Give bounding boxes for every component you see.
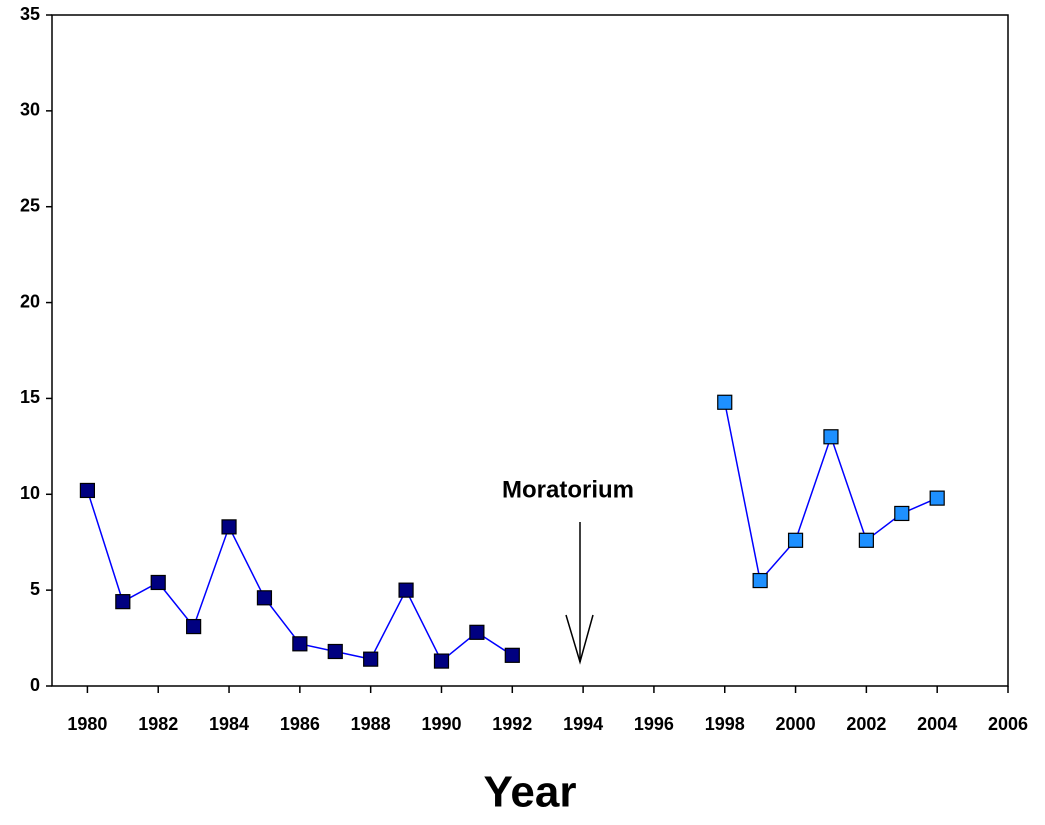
marker [717,394,733,410]
marker [79,482,96,499]
series-line [724,402,938,583]
marker [256,590,273,606]
y-tick-label: 5 [30,579,40,599]
x-tick-label: 1990 [421,714,461,734]
x-tick-label: 1980 [67,714,107,734]
x-tick-label: 2004 [917,714,957,734]
y-tick-label: 35 [20,4,40,24]
x-tick-label: 1988 [351,714,391,734]
marker [504,647,520,663]
marker [292,636,308,652]
marker [398,582,414,598]
y-tick-label: 25 [20,195,40,215]
marker [894,505,910,522]
x-tick-label: 1998 [705,714,745,734]
x-tick-label: 1984 [209,714,249,734]
marker [787,532,804,548]
y-tick-label: 10 [20,483,40,503]
x-tick-label: 1994 [563,714,603,734]
marker [221,519,237,535]
y-tick-label: 20 [20,291,40,311]
marker [469,624,485,640]
marker [433,653,450,669]
marker [363,651,379,667]
y-tick-label: 30 [20,100,40,120]
marker [150,574,166,591]
marker [327,643,343,660]
marker [115,594,131,610]
marker [858,532,874,548]
plot-frame [51,14,1009,687]
marker [186,618,202,635]
x-tick-label: 1992 [492,714,532,734]
annotation: Moratorium [502,476,634,503]
marker [929,490,945,506]
marker [752,572,768,589]
x-axis-title: Year [484,768,577,817]
x-tick-label: 2000 [776,714,816,734]
x-tick-label: 1986 [280,714,320,734]
x-tick-label: 1982 [138,714,178,734]
y-tick-label: 15 [20,387,40,407]
annotation-arrow [565,522,594,665]
x-tick-label: 1996 [634,714,674,734]
x-tick-label: 2002 [846,714,886,734]
x-tick-label: 2006 [988,714,1028,734]
y-tick-label: 0 [30,675,40,695]
marker [823,429,839,445]
